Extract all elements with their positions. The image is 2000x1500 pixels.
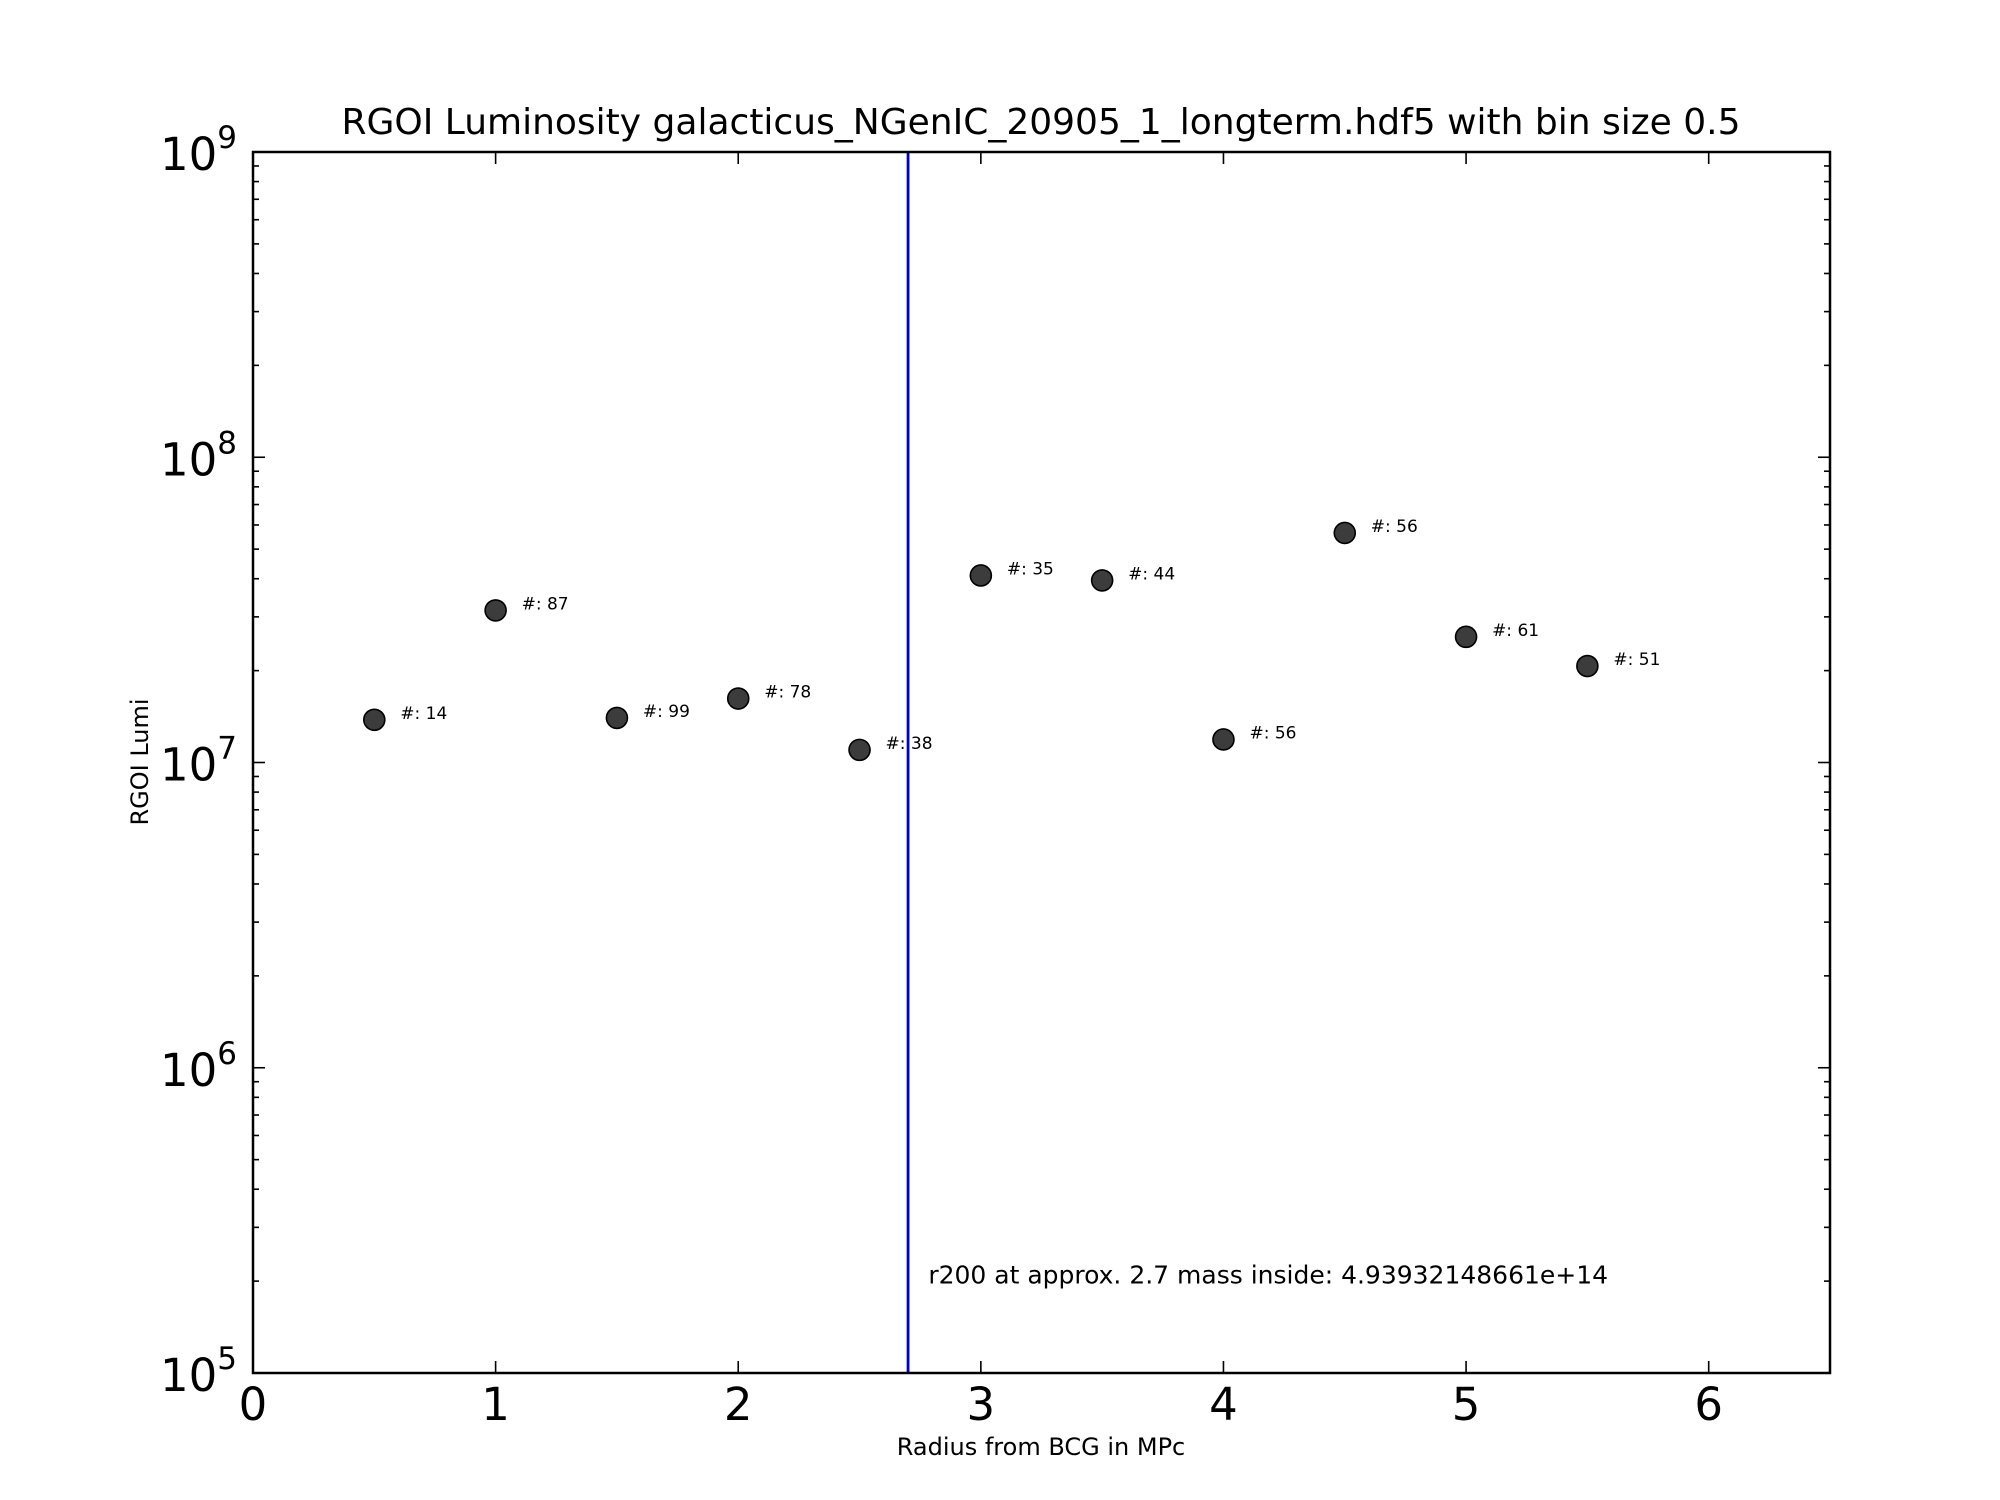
y-tick-label: 105 — [160, 1341, 237, 1402]
scatter-point — [726, 687, 750, 710]
x-tick-label: 2 — [724, 1378, 753, 1431]
point-label: #: 56 — [1371, 517, 1418, 537]
x-axis-label: Radius from BCG in MPc — [897, 1433, 1186, 1461]
x-tick-label: 3 — [967, 1378, 996, 1431]
point-labels: #: 14 #: 87 #: 99 #: 78 #: 38 #: 35 #: 44 #: 56… — [400, 517, 1660, 754]
plot-frame — [251, 150, 1832, 1375]
scatter-point — [363, 708, 386, 732]
point-label: #: 35 — [1007, 559, 1054, 579]
point-label: #: 14 — [400, 704, 447, 724]
scatter-point — [484, 599, 507, 622]
point-label: #: 56 — [1249, 723, 1296, 743]
scatter-point — [605, 706, 629, 730]
y-tick-label: 109 — [160, 120, 237, 181]
x-tick-label: 0 — [239, 1378, 268, 1431]
plot-area — [253, 152, 1830, 1373]
scatter-points — [363, 521, 1599, 762]
scatter-point — [1576, 654, 1599, 678]
point-label: #: 38 — [886, 734, 933, 754]
point-label: #: 87 — [522, 594, 569, 614]
y-tick-labels: 105 106 107 108 109 — [160, 120, 237, 1402]
y-tick-label: 108 — [160, 425, 237, 486]
y-tick-label: 107 — [160, 731, 237, 792]
scatter-point — [1333, 521, 1357, 545]
r200-annotation: r200 at approx. 2.7 mass inside: 4.93932… — [928, 1261, 1608, 1290]
scatter-point — [969, 564, 993, 587]
y-axis-label: RGOI Lumi — [126, 698, 154, 825]
x-tick-label: 6 — [1694, 1378, 1723, 1431]
scatter-point — [1090, 569, 1114, 592]
point-label: #: 99 — [643, 702, 690, 722]
y-tick-label: 106 — [160, 1036, 237, 1097]
point-label: #: 51 — [1613, 650, 1660, 670]
x-tick-label: 1 — [481, 1378, 510, 1431]
x-tick-label: 4 — [1209, 1378, 1238, 1431]
point-label: #: 78 — [764, 683, 811, 703]
point-label: #: 44 — [1128, 564, 1175, 584]
x-tick-label: 5 — [1452, 1378, 1481, 1431]
scatter-point — [848, 738, 871, 762]
x-tick-labels: 0 1 2 3 4 5 6 — [239, 1378, 1723, 1431]
point-label: #: 61 — [1492, 621, 1539, 641]
chart-title: RGOI Luminosity galacticus_NGenIC_20905_… — [341, 102, 1740, 143]
scatter-point — [1454, 625, 1478, 649]
scatter-point — [1212, 728, 1235, 751]
